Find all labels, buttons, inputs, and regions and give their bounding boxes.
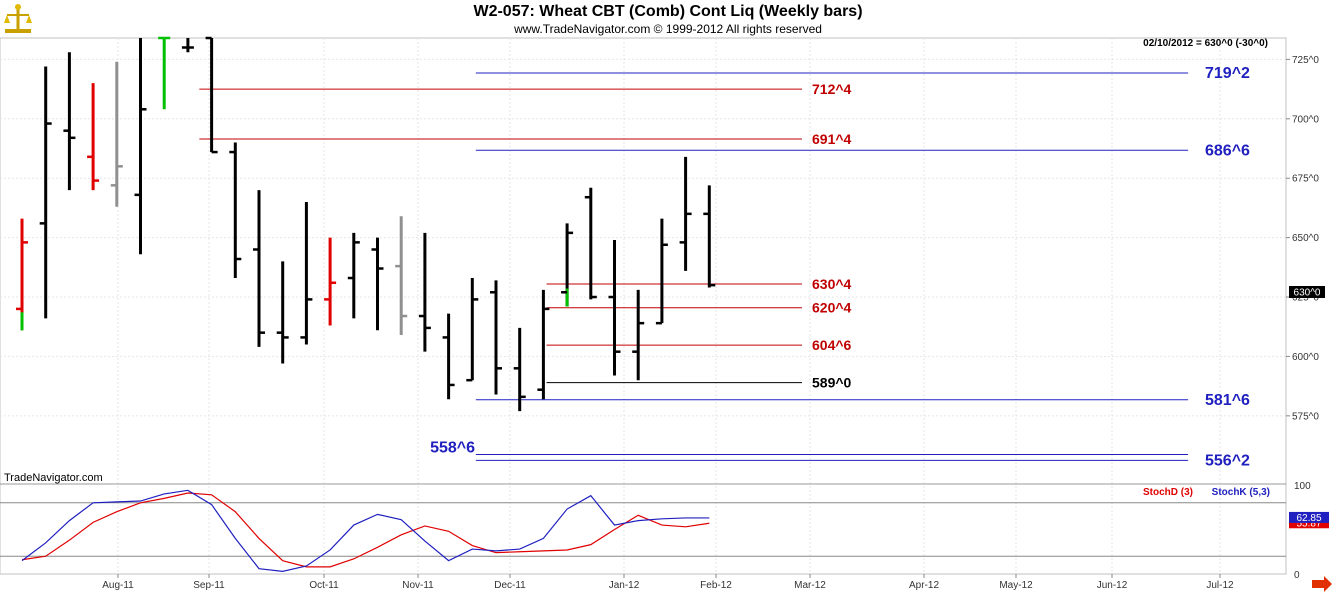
ohlc-bar <box>632 289 645 381</box>
ohlc-bar <box>679 156 692 271</box>
level-label: 558^6 <box>430 439 475 456</box>
price-tick-label: 625^0 <box>1292 293 1319 304</box>
ohlc-bar <box>229 142 242 279</box>
date-tick-label: May-12 <box>999 580 1033 591</box>
ohlc-bar <box>276 261 289 364</box>
chart-header: W2-057: Wheat CBT (Comb) Cont Liq (Weekl… <box>0 0 1336 38</box>
level-label: 630^4 <box>812 276 852 292</box>
ohlc-bar <box>253 190 265 347</box>
price-tick-label: 675^0 <box>1292 174 1319 185</box>
ohlc-bar <box>347 232 360 319</box>
stochastic-panel: 100 0 StochD (3) 55.87 StochK (5,3) 62.85 <box>0 481 1329 581</box>
level-label: 620^4 <box>812 300 852 316</box>
ohlc-bar <box>418 232 431 352</box>
level-lines: 719^2 712^4 691^4 686^6 630^4 620^4 604^6 589^0… <box>199 65 1250 469</box>
date-tick-label: Nov-11 <box>402 580 434 591</box>
ohlc-bar <box>395 216 408 336</box>
stoch-last-label: 62.85 <box>1296 513 1321 524</box>
price-tick-label: 725^0 <box>1292 55 1319 66</box>
level-label: 589^0 <box>812 375 852 391</box>
date-tick-label: Jan-12 <box>609 580 640 591</box>
stoch-line <box>21 492 710 568</box>
date-tick-label: Dec-11 <box>494 580 526 591</box>
stoch-line <box>21 489 710 572</box>
ohlc-bar <box>158 36 171 110</box>
level-label: 604^6 <box>812 337 852 353</box>
last-price-box <box>1289 286 1325 298</box>
ohlc-bar <box>513 327 526 412</box>
ohlc-bar <box>371 237 384 331</box>
date-axis: Aug-11 Sep-11 Oct-11 Nov-11 Dec-11 Jan-12 Feb-… <box>102 574 1234 591</box>
stoch-tick-label: 0 <box>1294 570 1300 581</box>
ohlc-bar <box>181 38 194 53</box>
date-tick-label: Aug-11 <box>102 580 134 591</box>
ohlc-bar <box>87 83 100 191</box>
watermark-text: TradeNavigator.com <box>4 472 103 484</box>
ohlc-bar <box>584 187 597 300</box>
level-label: 556^2 <box>1205 452 1250 469</box>
ohlc-bar <box>16 218 28 331</box>
stoch-last-box <box>1289 511 1329 523</box>
ohlc-bar <box>134 38 147 255</box>
level-label: 712^4 <box>812 81 852 97</box>
ohlc-bar <box>300 201 313 345</box>
chart-title: W2-057: Wheat CBT (Comb) Cont Liq (Weekl… <box>473 3 863 20</box>
stoch-last-label: 55.87 <box>1296 518 1321 529</box>
ohlc-bar <box>442 313 455 400</box>
date-tick-label: Apr-12 <box>909 580 939 591</box>
date-tick-label: Mar-12 <box>794 580 826 591</box>
stoch-tick-label: 100 <box>1294 481 1311 492</box>
price-tick-label: 575^0 <box>1292 411 1319 422</box>
last-price-label: 630^0 <box>1294 288 1321 299</box>
stoch-legend-label: StochD (3) <box>1143 487 1193 498</box>
ohlc-bar <box>608 239 621 376</box>
level-label: 581^6 <box>1205 392 1250 409</box>
date-tick-label: Jul-12 <box>1206 580 1234 591</box>
price-tick-label: 650^0 <box>1292 233 1319 244</box>
ohlc-bar <box>205 36 218 154</box>
date-tick-label: Feb-12 <box>700 580 732 591</box>
copyright-text: www.TradeNavigator.com © 1999-2012 All r… <box>514 22 822 36</box>
ohlc-bar <box>466 278 479 382</box>
date-tick-label: Jun-12 <box>1097 580 1128 591</box>
date-tick-label: Oct-11 <box>309 580 339 591</box>
ohlc-bar <box>39 66 52 319</box>
date-readout: 02/10/2012 = 630^0 (-30^0) <box>1143 38 1268 49</box>
level-label: 691^4 <box>812 131 852 147</box>
price-tick-label: 700^0 <box>1292 114 1319 125</box>
ohlc-bars <box>16 36 716 412</box>
ohlc-bar <box>537 289 550 400</box>
price-axis: 725^0 700^0 675^0 650^0 625^0 600^0 575^0 <box>1286 55 1319 422</box>
level-label: 719^2 <box>1205 65 1250 82</box>
ohlc-bar <box>655 218 668 325</box>
level-label: 686^6 <box>1205 142 1250 159</box>
ohlc-bar <box>110 61 123 207</box>
tradenavigator-logo-icon[interactable] <box>3 3 33 35</box>
ohlc-bar <box>63 52 76 191</box>
scroll-right-arrow-icon[interactable] <box>1312 576 1332 592</box>
ohlc-bar <box>324 237 337 326</box>
price-tick-label: 600^0 <box>1292 352 1319 363</box>
date-tick-label: Sep-11 <box>193 580 225 591</box>
ohlc-bar <box>490 280 502 395</box>
stoch-legend-label: StochK (5,3) <box>1212 487 1270 498</box>
ohlc-bar <box>561 223 574 307</box>
ohlc-bar <box>703 185 716 288</box>
